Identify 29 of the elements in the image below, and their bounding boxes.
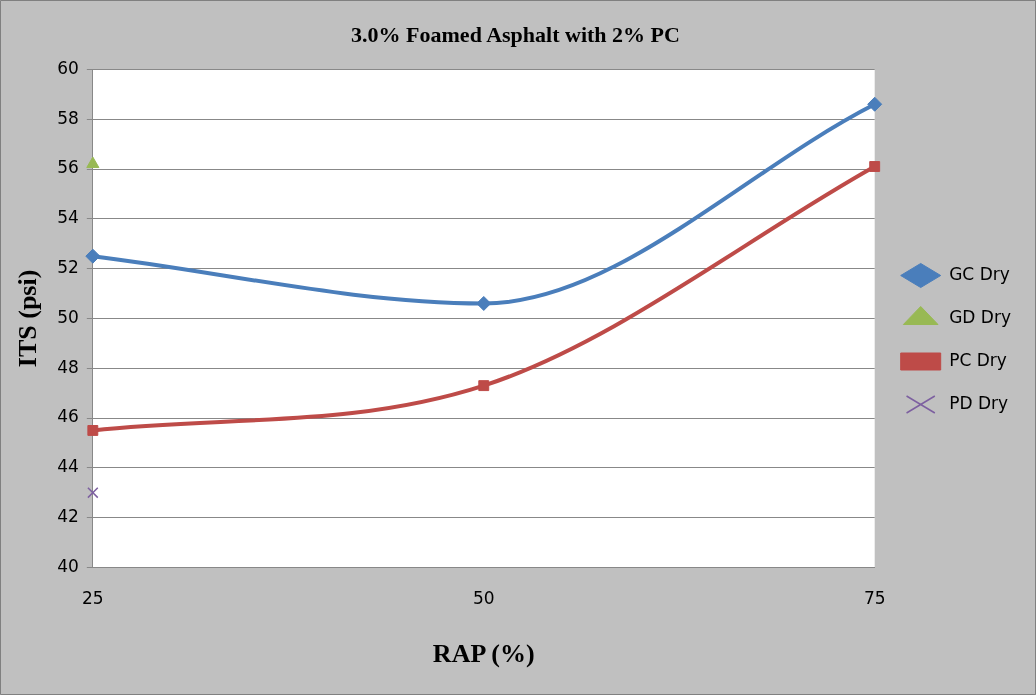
point [476,295,492,311]
x-tick-label: 25 [82,588,104,609]
y-tick-label: 40 [57,555,79,576]
y-tick-label: 48 [57,356,79,377]
point [869,161,881,172]
y-tick-label: 56 [57,157,79,178]
x-tick-label: 75 [863,588,886,609]
y-tick-label: 52 [57,257,79,278]
point [478,380,490,392]
x-axis-title: RAP (%) [432,639,535,669]
legend-label: GC Dry [949,263,1010,284]
y-axis-title: ITS (psi) [13,269,43,368]
y-tick-label: 54 [57,207,79,228]
y-tick-label: 50 [57,306,79,327]
point [87,425,99,436]
x-tick-label: 50 [472,588,495,609]
y-tick-label: 46 [57,406,79,427]
legend-label: PD Dry [949,392,1009,413]
legend-label: GD Dry [949,306,1011,327]
y-tick-label: 60 [57,57,79,78]
point [86,156,100,169]
point [87,487,99,499]
y-tick-label: 42 [57,506,79,527]
legend-label: PC Dry [949,349,1007,370]
point [85,248,101,264]
y-tick-label: 44 [57,456,79,477]
y-tick-label: 58 [57,107,79,128]
chart-title: 3.0% Foamed Asphalt with 2% PC [351,21,680,47]
point [867,96,883,112]
